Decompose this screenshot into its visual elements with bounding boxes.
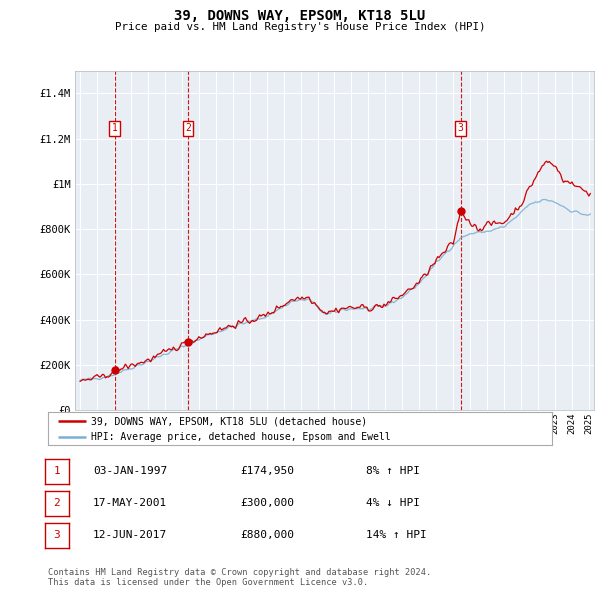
Text: 2: 2 [185, 123, 191, 133]
Text: £880,000: £880,000 [240, 530, 294, 540]
Text: 1: 1 [53, 467, 61, 476]
Text: Contains HM Land Registry data © Crown copyright and database right 2024.
This d: Contains HM Land Registry data © Crown c… [48, 568, 431, 587]
Text: 12-JUN-2017: 12-JUN-2017 [93, 530, 167, 540]
Text: HPI: Average price, detached house, Epsom and Ewell: HPI: Average price, detached house, Epso… [91, 432, 391, 442]
Text: 3: 3 [458, 123, 464, 133]
Text: 39, DOWNS WAY, EPSOM, KT18 5LU: 39, DOWNS WAY, EPSOM, KT18 5LU [175, 9, 425, 23]
Text: 8% ↑ HPI: 8% ↑ HPI [366, 467, 420, 476]
Text: 4% ↓ HPI: 4% ↓ HPI [366, 499, 420, 508]
Text: 17-MAY-2001: 17-MAY-2001 [93, 499, 167, 508]
Text: 14% ↑ HPI: 14% ↑ HPI [366, 530, 427, 540]
Text: 03-JAN-1997: 03-JAN-1997 [93, 467, 167, 476]
Text: £174,950: £174,950 [240, 467, 294, 476]
Text: 2: 2 [53, 499, 61, 508]
Text: £300,000: £300,000 [240, 499, 294, 508]
Text: Price paid vs. HM Land Registry's House Price Index (HPI): Price paid vs. HM Land Registry's House … [115, 22, 485, 32]
Text: 3: 3 [53, 530, 61, 540]
Text: 39, DOWNS WAY, EPSOM, KT18 5LU (detached house): 39, DOWNS WAY, EPSOM, KT18 5LU (detached… [91, 416, 367, 426]
Text: 1: 1 [112, 123, 118, 133]
